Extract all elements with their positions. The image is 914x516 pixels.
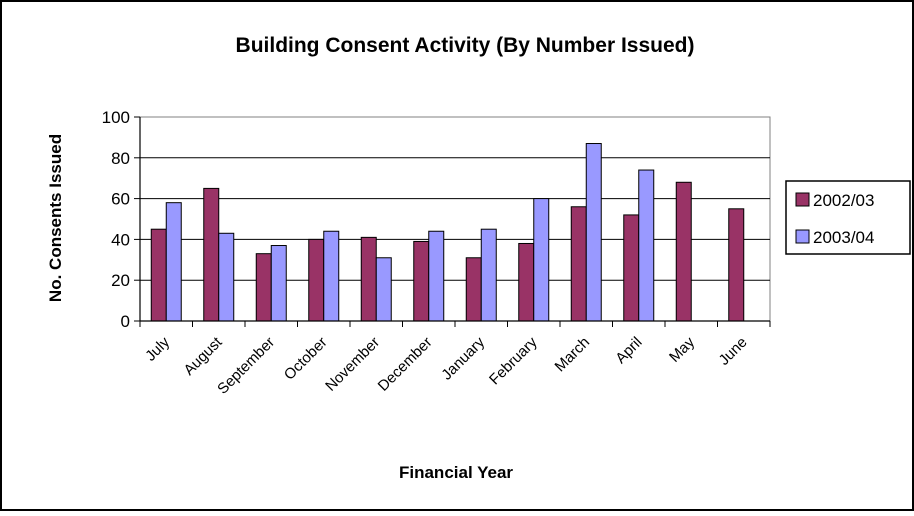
y-tick-label: 40 xyxy=(111,230,130,249)
legend-swatch-2003-04 xyxy=(795,229,810,244)
y-tick-label: 20 xyxy=(111,271,130,290)
gridlines xyxy=(140,157,770,281)
bar xyxy=(360,236,377,322)
legend-label-2003-04: 2003/04 xyxy=(813,228,874,247)
bar xyxy=(165,202,182,322)
y-tick-label: 80 xyxy=(111,149,130,168)
y-tick-label: 60 xyxy=(111,190,130,209)
y-tick-label: 0 xyxy=(121,312,130,331)
bar xyxy=(585,143,602,322)
bar xyxy=(428,230,445,322)
bar xyxy=(638,169,655,322)
bar xyxy=(533,198,550,322)
x-axis-title: Financial Year xyxy=(399,463,513,482)
bar xyxy=(623,214,640,322)
legend-swatch-2002-03 xyxy=(795,192,810,207)
legend-label-2002-03: 2002/03 xyxy=(813,191,874,210)
bar xyxy=(480,228,497,322)
legend: 2002/03 2003/04 xyxy=(785,180,911,255)
bars xyxy=(150,143,745,322)
bar xyxy=(270,245,287,322)
chart-title: Building Consent Activity (By Number Iss… xyxy=(236,34,695,57)
bar xyxy=(675,181,692,322)
bar xyxy=(375,257,392,322)
axes xyxy=(134,116,771,327)
y-axis-title: No. Consents Issued xyxy=(46,134,65,302)
bar xyxy=(203,187,220,322)
bar xyxy=(413,240,430,322)
bar xyxy=(150,228,167,322)
bar xyxy=(308,238,325,322)
y-tick-labels: 0 20 40 60 80 100 xyxy=(102,108,130,331)
bar xyxy=(728,208,745,322)
plot-area xyxy=(139,116,771,322)
y-tick-label: 100 xyxy=(102,108,130,127)
bar xyxy=(570,206,587,322)
bar xyxy=(518,242,535,322)
bar xyxy=(255,253,272,322)
bar xyxy=(323,230,340,322)
bar xyxy=(218,232,235,322)
bar xyxy=(465,257,482,322)
